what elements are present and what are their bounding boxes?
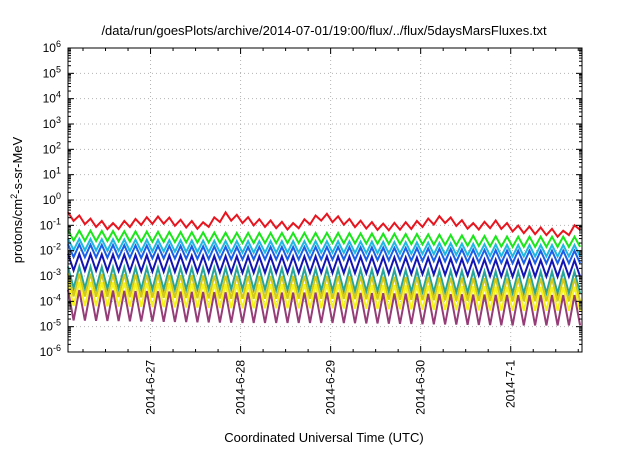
series-line [67,250,582,280]
y-tick-label: 100 [43,191,61,207]
x-tick-label: 2014-7-1 [504,360,518,408]
y-tick-label: 10-5 [40,318,61,334]
x-tick-label: 2014-6-29 [324,360,338,415]
y-axis-label-prefix: protons/cm [10,199,25,263]
y-tick-label-base: 10 [43,41,57,55]
y-tick-label: 103 [43,115,61,131]
y-tick-label-exponent: 2 [56,140,61,150]
x-tick-layer: 2014-6-27 2014-6-28 2014-6-29 2014-6-30 2014… [82,48,579,415]
y-tick-label-exponent: -6 [53,343,61,353]
series-line [67,242,582,266]
y-tick-label-base: 10 [43,193,57,207]
y-tick-label-exponent: -1 [53,216,61,226]
y-tick-label-base: 10 [40,294,54,308]
x-tick-label: 2014-6-27 [144,360,158,415]
y-tick-label: 10-1 [40,216,61,232]
series-line [67,236,581,259]
y-tick-label-base: 10 [40,345,54,359]
x-tick-label: 2014-6-28 [234,360,248,415]
series-line [67,228,581,249]
y-tick-label: 102 [43,140,61,156]
y-tick-label-exponent: -2 [53,242,61,252]
x-axis-label: Coordinated Universal Time (UTC) [224,430,423,445]
series-line [67,273,582,302]
y-tick-label-exponent: -3 [53,267,61,277]
y-tick-label: 10-6 [40,343,61,359]
series-line [67,262,582,298]
y-tick-label-base: 10 [40,269,54,283]
y-tick-label: 105 [43,64,61,80]
y-tick-label-exponent: 6 [56,39,61,49]
x-tick-label: 2014-6-30 [414,360,428,415]
y-tick-label: 101 [43,166,61,182]
y-tick-label: 10-3 [40,267,61,283]
y-tick-label: 10-4 [40,292,61,308]
y-tick-label-exponent: 3 [56,115,61,125]
y-tick-label-base: 10 [40,218,54,232]
chart-title: /data/run/goesPlots/archive/2014-07-01/1… [101,23,547,38]
y-tick-label: 106 [43,39,61,55]
y-tick-label-base: 10 [43,66,57,80]
y-tick-label-exponent: 4 [56,90,61,100]
y-tick-label-base: 10 [43,117,57,131]
y-tick-label-exponent: -5 [53,318,61,328]
series-line [67,289,582,326]
series-line [67,210,581,239]
y-tick-label-base: 10 [40,320,54,334]
y-axis-label: protons/cm2-s-sr-MeV [9,136,25,263]
y-tick-label-base: 10 [43,142,57,156]
y-tick-label-exponent: -4 [53,292,61,302]
y-tick-label-base: 10 [40,244,54,258]
y-tick-label-exponent: 0 [56,191,61,201]
y-axis-label-suffix: -s-sr-MeV [10,136,25,193]
y-tick-label-exponent: 1 [56,166,61,176]
y-tick-label: 104 [43,90,61,106]
y-tick-layer: 10610510410310210110010-110-210-310-410-… [40,39,582,359]
y-axis-label-sup: 2 [9,194,19,199]
series-layer [67,210,582,326]
y-tick-label-base: 10 [43,168,57,182]
y-tick-label-base: 10 [43,92,57,106]
y-tick-label: 10-2 [40,242,61,258]
series-line [67,281,582,312]
y-tick-label-exponent: 5 [56,64,61,74]
